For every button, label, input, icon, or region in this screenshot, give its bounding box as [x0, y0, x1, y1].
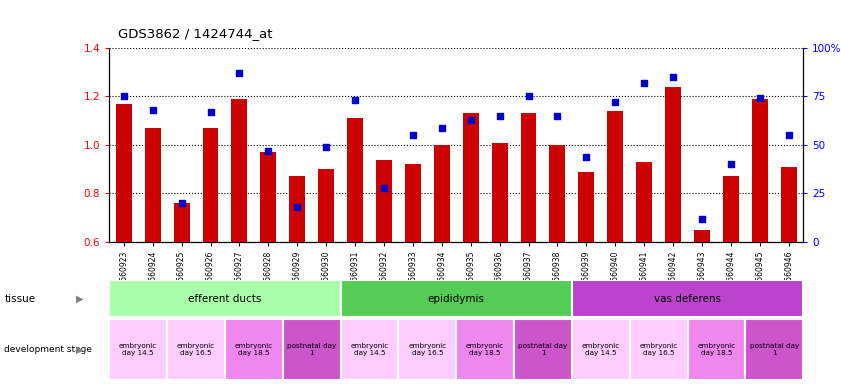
Bar — [723, 177, 739, 242]
Point — [609, 99, 622, 105]
Bar — [572, 280, 803, 317]
Text: ▶: ▶ — [76, 293, 83, 304]
Bar — [225, 319, 283, 380]
Bar — [341, 319, 399, 380]
Point — [493, 113, 506, 119]
Point — [175, 200, 188, 206]
Bar — [376, 159, 392, 242]
Bar — [630, 319, 687, 380]
Point — [146, 107, 160, 113]
Bar — [434, 145, 450, 242]
Point — [521, 93, 535, 99]
Point — [233, 70, 246, 76]
Bar — [116, 104, 132, 242]
Text: postnatal day
1: postnatal day 1 — [518, 343, 568, 356]
Bar — [745, 319, 803, 380]
Text: embryonic
day 18.5: embryonic day 18.5 — [466, 343, 505, 356]
Bar — [579, 172, 595, 242]
Point — [666, 74, 680, 80]
Bar — [752, 99, 768, 242]
Point — [117, 93, 130, 99]
Text: embryonic
day 16.5: embryonic day 16.5 — [177, 343, 215, 356]
Point — [637, 80, 651, 86]
Point — [406, 132, 420, 138]
Bar — [109, 319, 167, 380]
Bar — [549, 145, 565, 242]
Text: efferent ducts: efferent ducts — [188, 293, 262, 304]
Point — [724, 161, 738, 167]
Text: tissue: tissue — [4, 293, 35, 304]
Bar — [261, 152, 277, 242]
Text: embryonic
day 14.5: embryonic day 14.5 — [119, 343, 157, 356]
Bar — [203, 128, 219, 242]
Bar — [399, 319, 456, 380]
Text: postnatal day
1: postnatal day 1 — [749, 343, 799, 356]
Point — [262, 148, 275, 154]
Point — [579, 154, 593, 160]
Point — [551, 113, 564, 119]
Bar — [231, 99, 247, 242]
Text: embryonic
day 18.5: embryonic day 18.5 — [697, 343, 736, 356]
Point — [290, 204, 304, 210]
Bar — [463, 113, 479, 242]
Point — [753, 95, 766, 101]
Point — [464, 117, 478, 123]
Bar — [167, 319, 225, 380]
Text: embryonic
day 16.5: embryonic day 16.5 — [639, 343, 678, 356]
Bar — [780, 167, 796, 242]
Bar — [173, 203, 189, 242]
Bar — [109, 280, 341, 317]
Point — [204, 109, 217, 115]
Bar — [607, 111, 623, 242]
Bar — [514, 319, 572, 380]
Bar — [687, 319, 745, 380]
Text: embryonic
day 16.5: embryonic day 16.5 — [408, 343, 447, 356]
Point — [348, 97, 362, 103]
Bar — [289, 177, 305, 242]
Point — [435, 124, 448, 131]
Text: vas deferens: vas deferens — [654, 293, 721, 304]
Text: embryonic
day 18.5: embryonic day 18.5 — [235, 343, 273, 356]
Point — [782, 132, 796, 138]
Bar — [318, 169, 334, 242]
Bar — [341, 280, 572, 317]
Bar — [347, 118, 363, 242]
Text: postnatal day
1: postnatal day 1 — [287, 343, 336, 356]
Bar — [665, 87, 681, 242]
Text: ▶: ▶ — [76, 344, 83, 354]
Bar — [405, 164, 420, 242]
Text: embryonic
day 14.5: embryonic day 14.5 — [582, 343, 620, 356]
Text: development stage: development stage — [4, 345, 93, 354]
Bar — [572, 319, 630, 380]
Bar — [456, 319, 514, 380]
Text: epididymis: epididymis — [428, 293, 484, 304]
Bar — [145, 128, 161, 242]
Bar — [694, 230, 710, 242]
Bar — [283, 319, 341, 380]
Text: embryonic
day 14.5: embryonic day 14.5 — [351, 343, 389, 356]
Bar — [492, 142, 508, 242]
Point — [320, 144, 333, 150]
Bar — [636, 162, 652, 242]
Point — [378, 185, 391, 191]
Text: GDS3862 / 1424744_at: GDS3862 / 1424744_at — [118, 27, 272, 40]
Bar — [521, 113, 537, 242]
Point — [696, 215, 709, 222]
